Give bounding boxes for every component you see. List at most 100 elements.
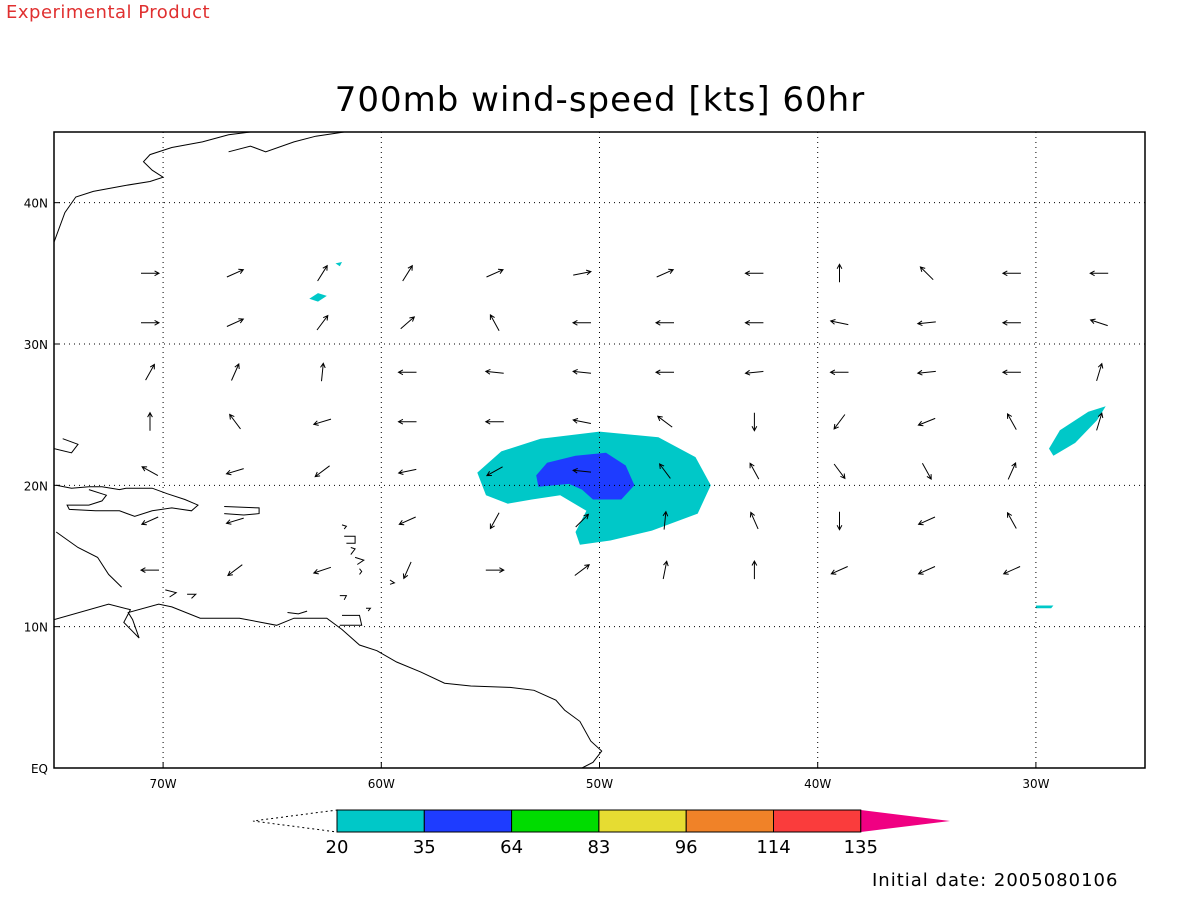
graticule-grid	[54, 132, 1145, 768]
wind-vector-arrow	[574, 564, 591, 576]
colorbar-swatch	[773, 809, 862, 833]
wind-vector-arrow	[147, 411, 153, 431]
wind-vector-arrow	[225, 468, 244, 476]
wind-vector-arrow	[1001, 270, 1021, 277]
colorbar-label: 64	[500, 837, 523, 858]
wind-vector-arrow	[484, 368, 504, 375]
wind-vector-arrow	[141, 466, 159, 477]
wind-vector-arrow	[917, 417, 936, 427]
coastline	[56, 484, 199, 517]
wind-vector-arrow	[572, 418, 591, 424]
coastline	[54, 132, 251, 243]
coastline	[339, 595, 348, 601]
wind-speed-region-20-35	[1035, 605, 1054, 609]
wind-vector-arrow	[916, 369, 936, 376]
coastline	[341, 524, 348, 530]
wind-vector-arrow	[398, 516, 416, 526]
wind-vector-arrow	[572, 467, 592, 474]
wind-vector-arrow	[400, 316, 416, 330]
wind-vector-arrow	[1006, 413, 1017, 430]
wind-vector-arrow	[1007, 462, 1017, 480]
wind-vector-arrow	[1089, 270, 1109, 277]
wind-vector-arrow	[1001, 319, 1021, 326]
coastline	[344, 535, 356, 544]
wind-vector-layer	[139, 263, 1109, 580]
colorbar-label: 135	[844, 837, 878, 858]
wind-vector-arrow	[916, 320, 936, 327]
wind-vector-arrow	[231, 363, 240, 381]
wind-vector-arrow	[402, 561, 412, 580]
wind-vector-arrow	[485, 567, 505, 573]
coastline	[165, 589, 178, 598]
lon-tick-label: 40W	[804, 777, 831, 791]
wind-vector-arrow	[1096, 362, 1104, 382]
wind-vector-arrow	[312, 566, 332, 575]
wind-vector-arrow	[141, 270, 161, 277]
wind-vector-arrow	[1002, 566, 1021, 575]
wind-vector-arrow	[829, 319, 849, 326]
lon-tick-label: 60W	[368, 777, 395, 791]
coastline	[55, 531, 122, 588]
wind-vector-arrow	[1001, 369, 1021, 376]
coastline	[389, 579, 396, 585]
wind-vector-arrow	[836, 263, 843, 283]
coastline	[187, 593, 198, 599]
wind-vector-arrow	[662, 510, 669, 530]
colorbar-swatch	[511, 809, 600, 833]
coastline	[287, 610, 308, 615]
wind-speed-region-20-35	[335, 262, 342, 267]
chart-title: 700mb wind-speed [kts] 60hr	[334, 80, 866, 120]
wind-vector-arrow	[485, 466, 503, 477]
wind-vector-arrow	[397, 369, 417, 376]
colorbar-label: 96	[675, 837, 698, 858]
colorbar-label: 35	[413, 837, 436, 858]
wind-vector-arrow	[229, 413, 241, 430]
wind-vector-arrow	[571, 319, 591, 326]
colorbar-lower-extension	[252, 809, 338, 833]
wind-vector-arrow	[227, 564, 243, 577]
colorbar-swatch	[598, 809, 687, 833]
wind-vector-arrow	[225, 517, 244, 525]
wind-vector-arrow	[140, 516, 159, 526]
wind-vector-arrow	[1006, 511, 1017, 529]
wind-vector-arrow	[575, 513, 590, 528]
wind-vector-arrow	[921, 463, 932, 481]
wind-vector-arrow	[654, 319, 674, 326]
wind-vector-arrow	[139, 567, 159, 573]
wind-vector-arrow	[836, 511, 843, 531]
wind-vector-arrow	[1096, 412, 1104, 431]
wind-vector-arrow	[486, 268, 504, 278]
wind-vector-arrow	[141, 319, 161, 326]
wind-vector-arrow	[654, 369, 674, 376]
wind-speed-region-35-64	[536, 452, 635, 500]
wind-vector-arrow	[397, 418, 417, 425]
wind-vector-arrow	[749, 511, 759, 530]
lon-tick-label: 70W	[150, 777, 177, 791]
wind-vector-arrow	[917, 566, 936, 575]
wind-vector-arrow	[833, 463, 846, 480]
wind-vector-arrow	[572, 368, 592, 375]
wind-vector-arrow	[402, 264, 413, 282]
wind-vector-arrow	[312, 418, 332, 426]
coastline	[366, 607, 372, 612]
wind-vector-arrow	[744, 319, 764, 326]
wind-vector-arrow	[397, 468, 417, 475]
colorbar-label: 114	[756, 837, 790, 858]
wind-vector-arrow	[919, 266, 934, 281]
wind-speed-fill-layer	[309, 262, 1106, 609]
wind-vector-arrow	[917, 516, 936, 526]
wind-vector-arrow	[749, 462, 760, 480]
wind-vector-arrow	[833, 414, 846, 430]
wind-vector-arrow	[145, 363, 155, 381]
wind-vector-arrow	[1089, 318, 1108, 327]
coastline	[354, 556, 365, 565]
coastline	[350, 547, 356, 555]
colorbar-label: 20	[326, 837, 349, 858]
wind-vector-arrow	[226, 268, 245, 278]
lat-tick-label: 20N	[24, 479, 48, 493]
initial-date: Initial date: 2005080106	[872, 870, 1119, 891]
wind-vector-arrow	[751, 560, 758, 580]
wind-vector-arrow	[656, 268, 675, 278]
experimental-product-banner: Experimental Product	[6, 2, 211, 23]
wind-speed-region-20-35	[1049, 406, 1106, 456]
